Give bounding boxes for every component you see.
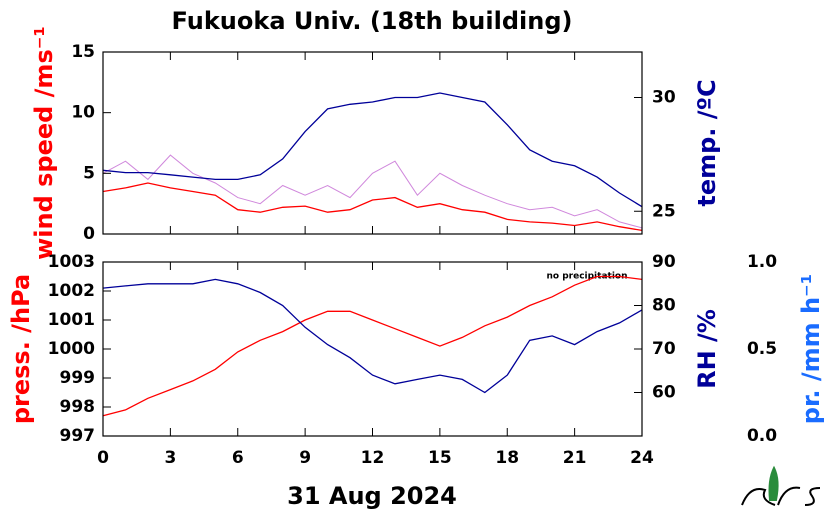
y-tick-label: 5 xyxy=(83,163,95,183)
x-tick-label: 12 xyxy=(361,448,385,468)
data-line xyxy=(102,182,643,232)
y-axis-label: press. /hPa xyxy=(7,274,35,424)
annotation: no precipitation xyxy=(546,272,627,282)
data-line xyxy=(102,275,643,417)
y3-tick-label: 0.0 xyxy=(747,426,777,446)
data-line xyxy=(102,92,643,208)
y2-axis-label: temp. /ºC xyxy=(693,79,721,206)
y3-axis-label: pr. /mm h⁻¹ xyxy=(797,274,825,424)
y2-tick-label: 90 xyxy=(652,252,676,272)
x-tick-label: 15 xyxy=(428,448,452,468)
y2-tick-label: 80 xyxy=(652,296,676,316)
plot-frame xyxy=(102,51,643,235)
y-tick-label: 1003 xyxy=(48,252,95,272)
x-tick-label: 21 xyxy=(563,448,587,468)
x-tick-label: 6 xyxy=(232,448,244,468)
y-tick-label: 10 xyxy=(71,103,95,123)
y2-tick-label: 30 xyxy=(652,88,676,108)
data-line xyxy=(102,154,643,229)
y-tick-label: 997 xyxy=(60,426,96,446)
y-tick-label: 15 xyxy=(71,42,95,62)
y2-tick-label: 70 xyxy=(652,339,676,359)
x-tick-label: 9 xyxy=(299,448,311,468)
y2-axis-label: RH /% xyxy=(693,309,721,389)
y3-tick-label: 1.0 xyxy=(747,252,777,272)
y-axis-label: wind speed /ms⁻¹ xyxy=(30,26,58,260)
y3-tick-label: 0.5 xyxy=(747,339,777,359)
y-tick-label: 1001 xyxy=(48,310,95,330)
x-tick-label: 24 xyxy=(630,448,654,468)
y-tick-label: 999 xyxy=(60,368,96,388)
y-tick-label: 998 xyxy=(60,397,96,417)
plot-frame xyxy=(102,261,643,437)
x-tick-label: 0 xyxy=(97,448,109,468)
x-axis-label: 31 Aug 2024 xyxy=(287,482,457,510)
y2-tick-label: 25 xyxy=(652,201,676,221)
logo xyxy=(741,465,821,506)
y-tick-label: 1000 xyxy=(48,339,95,359)
y-tick-label: 0 xyxy=(83,224,95,244)
y2-tick-label: 60 xyxy=(652,383,676,403)
y-tick-label: 1002 xyxy=(48,281,95,301)
x-tick-label: 18 xyxy=(495,448,519,468)
x-tick-label: 3 xyxy=(164,448,176,468)
chart-title: Fukuoka Univ. (18th building) xyxy=(172,7,573,35)
data-line xyxy=(102,278,643,394)
